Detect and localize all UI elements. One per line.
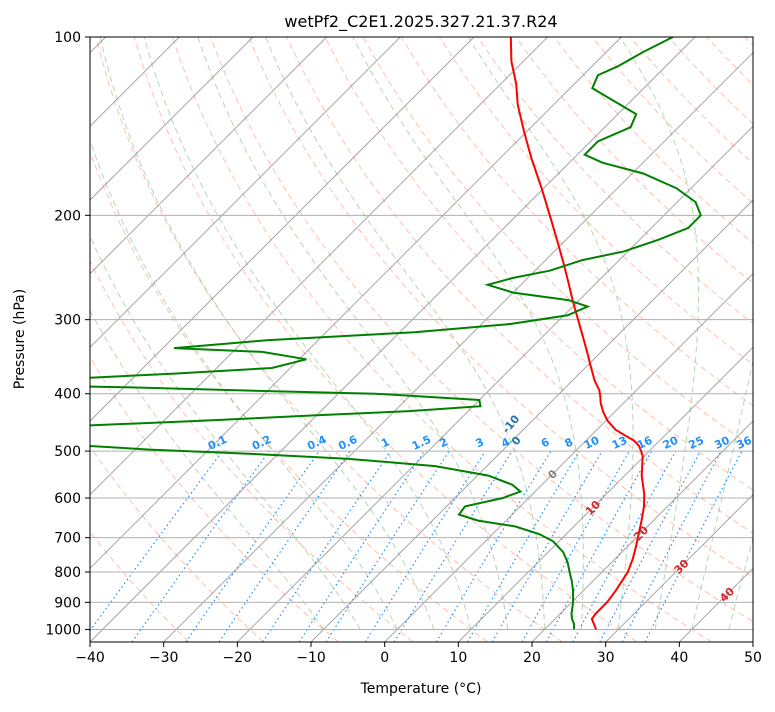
mixing-ratio-label: 6 bbox=[539, 435, 552, 450]
profile-lines bbox=[2, 37, 701, 629]
dry-adiabat-line bbox=[554, 37, 775, 642]
mixing-ratio-line bbox=[600, 451, 701, 642]
dry-adiabat-line bbox=[592, 37, 775, 642]
y-tick-label: 900 bbox=[54, 595, 81, 611]
dry-adiabat-line bbox=[707, 37, 775, 642]
moist-adiabat-line bbox=[63, 37, 397, 629]
grid-lines bbox=[0, 37, 775, 642]
mixing-ratio-label: 1 bbox=[379, 435, 391, 450]
temperature-line bbox=[511, 37, 644, 629]
isotherm-line bbox=[385, 37, 775, 642]
plot-frame bbox=[90, 37, 753, 642]
dry-adiabat-line bbox=[439, 37, 775, 642]
mixing-ratio-label: 3 bbox=[473, 435, 485, 450]
mixing-ratio-line bbox=[132, 451, 269, 642]
isotherm-line bbox=[0, 37, 474, 642]
dry-adiabat-line bbox=[96, 37, 562, 642]
y-tick-label: 500 bbox=[54, 444, 81, 460]
x-tick-label: 0 bbox=[380, 650, 389, 666]
y-tick-label: 300 bbox=[54, 313, 81, 329]
x-axis-label: Temperature (°C) bbox=[360, 681, 482, 697]
mixing-ratio-line bbox=[645, 451, 742, 642]
dry-adiabat-line bbox=[0, 37, 264, 642]
x-tick-label: 30 bbox=[597, 650, 615, 666]
mixing-ratio-line bbox=[326, 451, 449, 642]
isotherm-line bbox=[0, 37, 400, 642]
y-axis-label: Pressure (hPa) bbox=[12, 289, 28, 389]
x-tick-label: 40 bbox=[670, 650, 688, 666]
mixing-ratio-label: 0.1 bbox=[206, 433, 229, 453]
mixing-ratio-line bbox=[522, 451, 629, 642]
mixing-ratio-line bbox=[299, 451, 424, 642]
mixing-ratio-line bbox=[365, 451, 485, 642]
x-tick-label: −40 bbox=[75, 650, 105, 666]
y-tick-label: 800 bbox=[54, 565, 81, 581]
chart-title: wetPf2_C2E1.2025.327.21.37.R24 bbox=[284, 12, 557, 32]
isotherm-line bbox=[532, 37, 775, 642]
isotherm-line bbox=[458, 37, 775, 642]
mixing-ratio-line bbox=[573, 451, 676, 642]
isotherm-line bbox=[753, 37, 775, 642]
isotherm-line bbox=[164, 37, 769, 642]
mixing-ratio-label: 8 bbox=[563, 435, 575, 450]
x-tick-label: 10 bbox=[449, 650, 467, 666]
dry-adiabat-line bbox=[0, 37, 189, 642]
dry-adiabat-line bbox=[20, 37, 413, 642]
x-tick-label: 20 bbox=[523, 650, 541, 666]
isotherm-line bbox=[237, 37, 775, 642]
mixing-ratio-label: 30 bbox=[712, 434, 732, 452]
moist-adiabat-line bbox=[692, 37, 775, 629]
x-tick-label: −20 bbox=[223, 650, 253, 666]
moist-adiabat-line bbox=[729, 37, 775, 629]
dry-adiabat-line bbox=[668, 37, 775, 642]
mixing-ratio-label: 10 bbox=[582, 434, 602, 452]
dry-adiabat-line bbox=[516, 37, 775, 642]
mixing-ratio-line bbox=[263, 451, 391, 642]
x-tick-label: −30 bbox=[149, 650, 179, 666]
mixing-ratio-line bbox=[394, 451, 512, 642]
moist-adiabat-line bbox=[144, 37, 471, 629]
moist-adiabat-label: -10 bbox=[500, 412, 523, 436]
isotherm-line bbox=[90, 37, 695, 642]
y-tick-label: 1000 bbox=[45, 622, 81, 638]
y-tick-label: 400 bbox=[54, 387, 81, 403]
mixing-ratio-label: 0.2 bbox=[250, 433, 273, 453]
isotherm-line bbox=[679, 37, 775, 642]
isotherm-line bbox=[16, 37, 621, 642]
y-tick-label: 700 bbox=[54, 531, 81, 547]
mixing-ratio-line bbox=[82, 451, 223, 642]
mixing-ratio-line bbox=[219, 451, 350, 642]
y-tick-label: 100 bbox=[54, 30, 81, 46]
dewpoint-line bbox=[2, 37, 701, 629]
x-tick-label: −10 bbox=[296, 650, 326, 666]
background-lines bbox=[0, 37, 775, 642]
x-tick-label: 50 bbox=[744, 650, 762, 666]
mixing-ratio-label: 25 bbox=[687, 434, 706, 452]
y-tick-label: 200 bbox=[54, 208, 81, 224]
moist-adiabat-line bbox=[198, 37, 508, 629]
y-tick-label: 600 bbox=[54, 491, 81, 507]
